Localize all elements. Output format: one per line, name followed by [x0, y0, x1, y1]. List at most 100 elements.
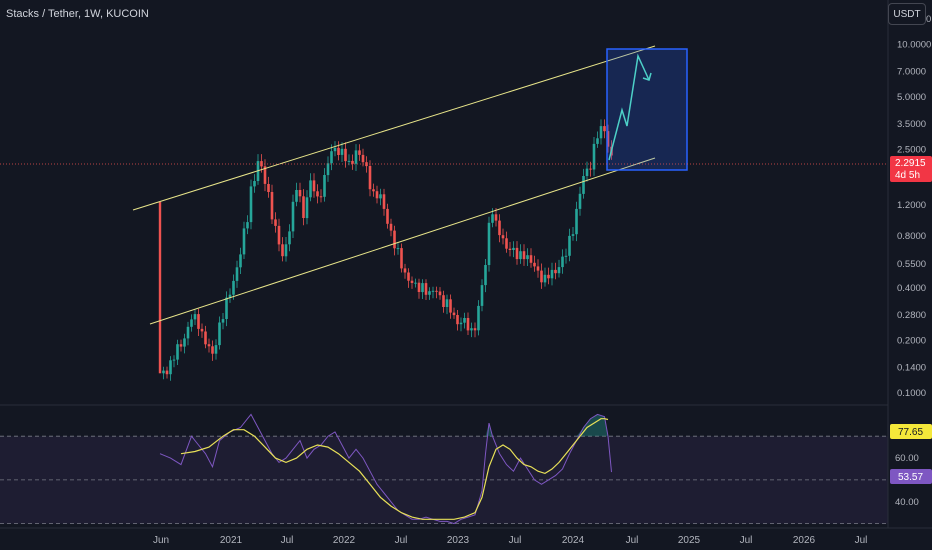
price-tick-label: 0.8000	[897, 231, 926, 242]
candle-body	[435, 290, 438, 292]
candle-body	[522, 251, 526, 260]
candle-body	[501, 235, 505, 239]
candle-body	[431, 290, 435, 292]
candle-body	[302, 196, 305, 218]
time-tick-label: Jul	[281, 535, 294, 546]
candle-body	[214, 345, 218, 354]
candle-body	[529, 255, 533, 263]
price-tick-label: 0.4000	[897, 283, 926, 294]
time-tick-label: Jun	[153, 535, 169, 546]
candle-body	[235, 267, 239, 281]
candle-body	[288, 231, 291, 245]
candle-body	[274, 219, 277, 226]
candle-body	[281, 244, 284, 257]
candle-body	[344, 148, 347, 162]
candle-body	[589, 168, 592, 170]
candle-body	[379, 194, 382, 199]
price-tick-label: 0.2800	[897, 310, 926, 321]
candle-body	[337, 147, 340, 155]
candle-body	[270, 192, 274, 220]
candle-body	[526, 255, 529, 260]
candle-body	[480, 285, 484, 306]
candle-body	[172, 359, 176, 361]
candle-body	[407, 272, 410, 281]
candle-body	[298, 190, 302, 197]
channel-upper-line[interactable]	[132, 45, 656, 211]
price-tick-label: 0.1400	[897, 363, 926, 374]
candle-body	[165, 370, 169, 375]
candle-body	[568, 235, 571, 256]
candle-body	[540, 270, 543, 283]
candle-body	[372, 189, 375, 192]
candle-body	[582, 176, 585, 194]
price-tick-label: 10.0000	[897, 40, 931, 51]
last-price-label: 2.2915	[895, 158, 926, 169]
candle-body	[368, 166, 372, 190]
candle-countdown-label: 4d 5h	[895, 170, 920, 181]
time-tick-label: Jul	[855, 535, 868, 546]
candle-body	[351, 160, 354, 164]
rsi-ma-line[interactable]	[180, 418, 609, 520]
candle-body	[515, 247, 519, 260]
candle-body	[228, 294, 232, 298]
price-pane[interactable]: 14.000010.00007.00005.00003.50002.50001.…	[0, 14, 932, 399]
projection-arrow[interactable]	[608, 53, 650, 161]
candle-body	[361, 154, 365, 163]
candle-body	[225, 297, 228, 319]
projection-arrow-head	[642, 72, 652, 81]
time-tick-label: Jul	[395, 535, 408, 546]
candle-body	[221, 319, 225, 323]
candle-body	[211, 346, 214, 354]
candle-body	[571, 234, 575, 236]
candle-body	[284, 244, 288, 257]
candle-body	[232, 280, 235, 295]
candle-body	[456, 315, 459, 325]
candle-body	[470, 328, 473, 331]
candle-body	[466, 318, 470, 331]
candle-body	[347, 160, 351, 162]
candle-body	[190, 319, 193, 327]
candle-body	[424, 283, 428, 295]
candle-body	[330, 151, 333, 164]
candle-body	[603, 126, 606, 132]
candle-body	[491, 214, 494, 223]
rsi-value-badge: 53.57	[890, 469, 932, 484]
candle-body	[547, 274, 550, 279]
time-tick-label: Jul	[626, 535, 639, 546]
candle-body	[277, 225, 281, 245]
rsi-tick-label: 40.00	[895, 497, 919, 508]
candle-body	[445, 299, 449, 307]
candle-body	[561, 256, 564, 268]
candle-body	[487, 222, 491, 265]
rsi-overbought-fill	[482, 423, 496, 437]
candle-body	[484, 265, 487, 286]
rsi-axis[interactable]: 60.00 40.00	[895, 453, 919, 508]
channel-lower-line[interactable]	[149, 157, 656, 325]
candle-body	[291, 201, 295, 232]
candle-body	[340, 148, 344, 155]
candle-body	[505, 238, 508, 249]
candle-body	[305, 197, 309, 219]
candle-body	[428, 291, 431, 295]
candle-body	[494, 214, 498, 221]
candle-body	[606, 131, 610, 147]
candle-body	[382, 194, 386, 209]
candle-body	[550, 269, 554, 279]
candle-body	[179, 344, 183, 347]
time-axis[interactable]: Jun 2021 Jul 2022 Jul 2023 Jul 2024 Jul 2025 Jul 20…	[153, 535, 867, 546]
chart-title: Stacks / Tether, 1W, KUCOIN	[6, 8, 149, 20]
candle-body	[414, 282, 417, 284]
price-tick-label: 0.1000	[897, 388, 926, 399]
rsi-pane[interactable]: 60.00 40.00 77.65 53.57	[0, 413, 932, 525]
currency-button[interactable]: USDT	[888, 3, 926, 25]
candle-body	[585, 168, 589, 176]
price-tick-label: 7.0000	[897, 67, 926, 78]
candle-body	[393, 230, 396, 249]
candle-body	[592, 143, 596, 170]
target-zone-box[interactable]	[606, 48, 688, 171]
price-tick-label: 0.2000	[897, 336, 926, 347]
candle-body	[477, 305, 480, 331]
candle-body	[543, 274, 547, 283]
